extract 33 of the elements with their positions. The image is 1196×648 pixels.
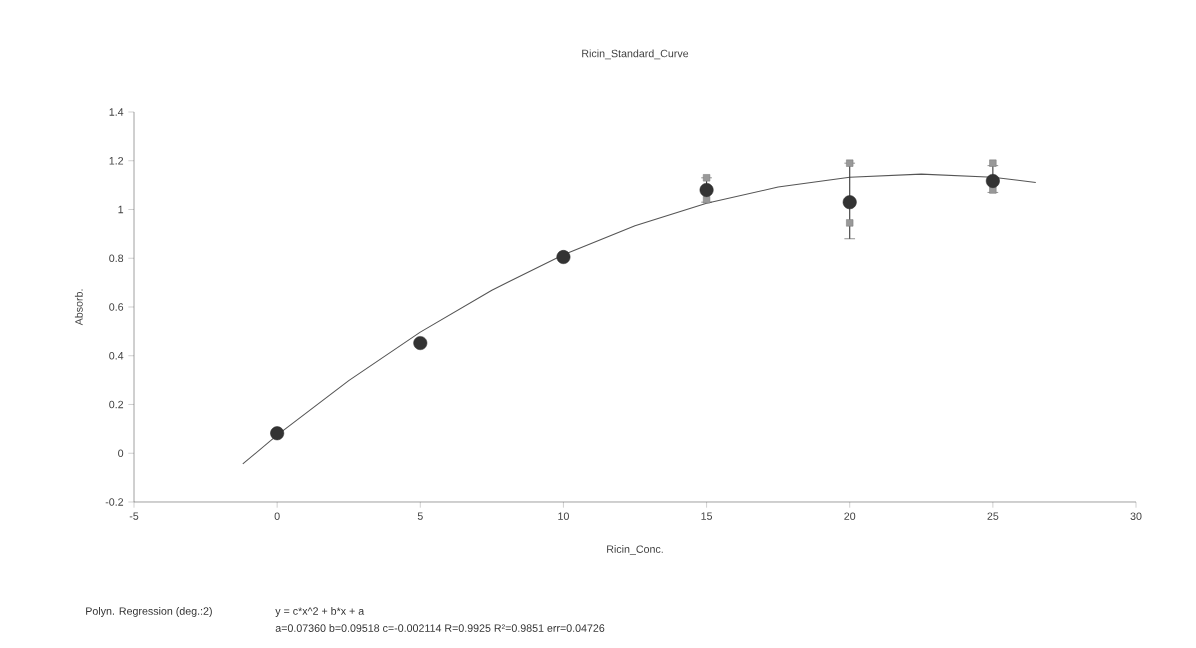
point [413, 336, 428, 350]
point [989, 159, 997, 167]
line-series [242, 173, 1037, 465]
x-tick-label: -5 [129, 512, 139, 520]
point [842, 195, 857, 210]
text: y = c*x^2 + b*x + a [275, 607, 365, 617]
x-tick-label: 0 [274, 512, 280, 520]
y-tick-label: 0 [118, 449, 124, 458]
y-tick-label: 1 [118, 205, 124, 214]
x-tick-label: 25 [987, 512, 999, 520]
x-tick-label: 5 [417, 512, 423, 520]
point [985, 174, 1000, 188]
y-tick-label: 1.2 [109, 157, 124, 165]
y-tick-label: 0.8 [109, 254, 124, 263]
x-tick-label: 20 [844, 512, 856, 520]
text: a=0.07360 b=0.09518 c=-0.002114 R=0.9925 R²=0.9851 err=0.04726 [275, 624, 605, 632]
y-tick-label: 0.4 [109, 351, 124, 360]
x-axis-title: Ricin_Conc. [607, 545, 663, 555]
chart-title: Ricin_Standard_Curve [582, 49, 689, 60]
point [556, 250, 571, 264]
x-tick-label: 30 [1130, 512, 1142, 520]
point [270, 426, 285, 441]
text: Polyn. Regression (deg.:2) [86, 607, 212, 617]
y-tick-label: 0.6 [109, 303, 124, 311]
point [846, 219, 854, 227]
y-axis-title: Absorb. [74, 289, 83, 326]
x-tick-label: 15 [701, 512, 713, 520]
y-tick-label: 1.4 [109, 108, 124, 116]
point [699, 183, 714, 197]
x-tick-label: 10 [558, 512, 569, 520]
y-tick-label: -0.2 [105, 498, 124, 506]
y-tick-label: 0.2 [109, 400, 124, 409]
point [702, 196, 711, 204]
